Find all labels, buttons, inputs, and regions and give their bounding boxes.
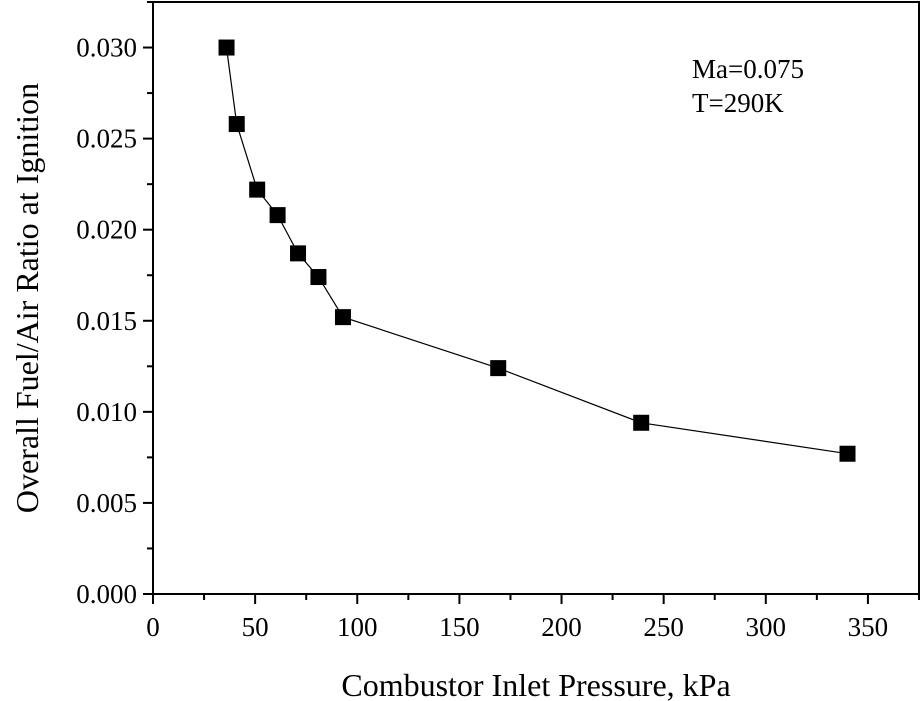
series-line — [225, 47, 848, 455]
y-axis-ticks: 0.000 0.005 0.010 0.015 0.020 0.025 0.030 — [76, 1, 153, 609]
y-tick-label: 0.015 — [76, 306, 137, 336]
x-tick-label: 100 — [337, 612, 378, 642]
data-point-marker — [490, 360, 507, 377]
x-axis-ticks: 0 50 100 150 200 250 300 350 — [146, 594, 920, 642]
y-axis-title: Overall Fuel/Air Ratio at Ignition — [9, 83, 45, 513]
data-point-marker — [633, 414, 650, 431]
data-point-marker — [334, 309, 351, 326]
x-tick-label: 150 — [439, 612, 480, 642]
y-tick-label: 0.025 — [76, 124, 137, 154]
data-point-marker — [310, 269, 327, 286]
y-tick-label: 0.010 — [76, 397, 137, 427]
data-point-marker — [218, 39, 235, 56]
x-tick-label: 300 — [746, 612, 787, 642]
data-point-marker — [269, 207, 286, 224]
x-tick-label: 350 — [848, 612, 889, 642]
data-point-marker — [290, 245, 307, 262]
x-tick-label: 50 — [242, 612, 269, 642]
data-point-marker — [839, 445, 856, 462]
x-tick-label: 200 — [541, 612, 582, 642]
series-layer — [218, 39, 856, 462]
y-tick-label: 0.000 — [76, 579, 137, 609]
data-point-marker — [228, 116, 245, 133]
plot-frame — [152, 1, 920, 595]
y-tick-label: 0.030 — [76, 33, 137, 63]
x-tick-label: 250 — [643, 612, 684, 642]
y-tick-label: 0.020 — [76, 215, 137, 245]
x-axis-title: Combustor Inlet Pressure, kPa — [341, 667, 730, 701]
x-tick-label: 0 — [146, 612, 160, 642]
y-tick-label: 0.005 — [76, 488, 137, 518]
data-point-marker — [249, 181, 266, 198]
annotation-mach: Ma=0.075 — [692, 54, 804, 84]
annotation-temperature: T=290K — [692, 88, 784, 118]
